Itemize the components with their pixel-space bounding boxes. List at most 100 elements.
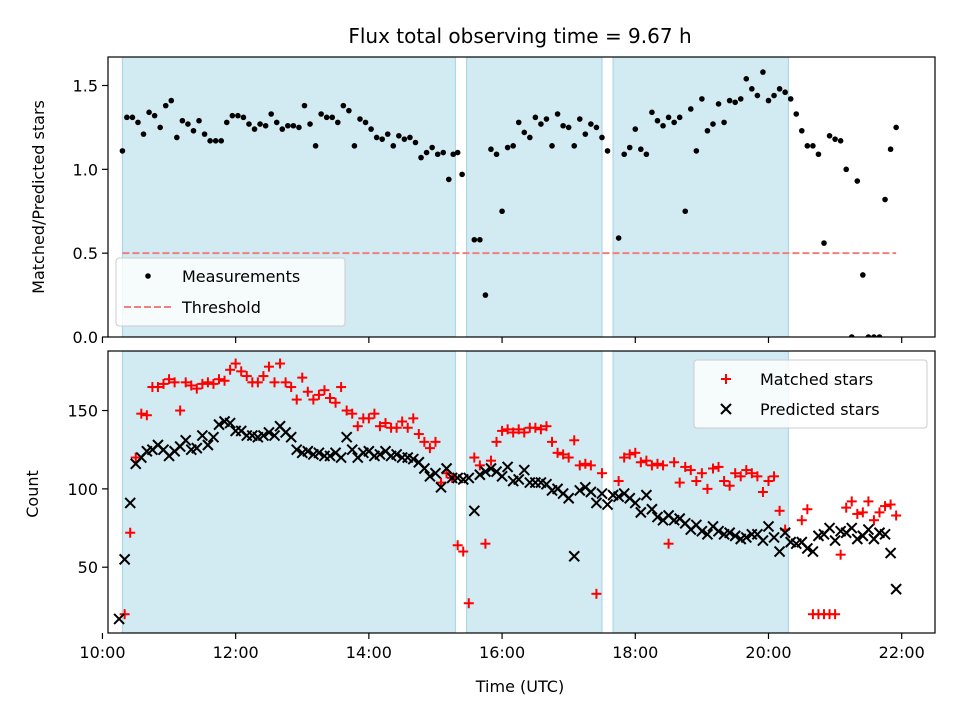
measurements-point — [418, 154, 424, 161]
matched-stars-point — [141, 410, 152, 421]
measurements-point — [340, 102, 347, 109]
measurements-point — [527, 134, 533, 141]
measurements-point — [565, 124, 572, 131]
matched-stars-point — [713, 461, 724, 472]
x-axis-label: Time (UTC) — [475, 677, 564, 696]
matched-stars-point — [430, 436, 441, 447]
predicted-stars-point-b — [873, 527, 886, 539]
predicted-stars-point-b — [274, 420, 286, 432]
measurements-point — [251, 126, 258, 132]
ratio-observing-interval-2 — [612, 57, 790, 337]
measurements-point — [843, 166, 849, 173]
ratio-axes-frame — [107, 56, 936, 338]
measurements-point — [643, 151, 650, 158]
predicted-stars-point-b — [374, 448, 386, 461]
measurements-point — [207, 138, 213, 144]
matched-stars-point — [752, 471, 763, 482]
x-tick-label: 12:00 — [213, 643, 259, 662]
predicted-stars-point-b — [329, 447, 342, 459]
measurements-point — [865, 334, 872, 337]
matched-stars-point — [585, 460, 596, 471]
matched-stars-point — [330, 397, 341, 408]
matched-stars-point — [269, 377, 280, 388]
measurements-point — [515, 119, 522, 126]
measurements-point — [682, 208, 689, 215]
matched-stars-point — [658, 460, 669, 471]
measurements-point — [848, 334, 855, 337]
measurements-point — [815, 151, 822, 158]
predicted-stars-point-b — [440, 462, 453, 475]
measurements-point — [196, 117, 202, 124]
matched-stars-point — [591, 588, 602, 599]
x-tick-label: 14:00 — [346, 643, 392, 662]
matched-stars-point — [724, 480, 735, 491]
measurements-point — [240, 114, 247, 121]
predicted-stars-point — [479, 465, 492, 478]
ratio-plot-area — [119, 57, 899, 337]
measurements-point — [638, 146, 644, 153]
predicted-stars-point-b — [490, 465, 503, 478]
predicted-stars-point-b — [407, 453, 419, 465]
measurements-point — [538, 121, 544, 127]
predicted-stars-point-b — [707, 520, 719, 533]
matched-stars-point — [669, 457, 680, 468]
measurements-point — [151, 112, 158, 119]
predicted-stars-point — [268, 429, 281, 442]
matched-stars-point — [735, 471, 746, 482]
measurements-point — [876, 334, 883, 337]
measurements-point — [334, 119, 341, 126]
matched-stars-point — [485, 455, 496, 466]
predicted-stars-point — [302, 445, 314, 457]
matched-stars-point — [469, 452, 480, 463]
measurements-point — [268, 111, 274, 117]
matched-stars-point — [136, 408, 147, 419]
matched-stars-point — [419, 436, 430, 447]
measurements-point — [384, 131, 391, 137]
matched-stars-point — [757, 487, 768, 497]
matched-stars-point — [635, 457, 646, 468]
measurements-point — [190, 127, 197, 134]
predicted-stars-point — [113, 613, 125, 625]
predicted-stars-point — [846, 522, 858, 534]
predicted-stars-point — [501, 461, 514, 473]
predicted-stars-point-b — [418, 462, 431, 475]
predicted-stars-point-b — [324, 450, 336, 462]
matched-stars-point — [680, 461, 691, 472]
matched-legend-marker — [721, 374, 731, 384]
predicted-stars-point-b — [235, 425, 247, 437]
predicted-stars-point — [518, 464, 530, 476]
measurements-point — [793, 111, 800, 117]
predicted-stars-point-b — [823, 522, 836, 534]
predicted-stars-point-b — [313, 447, 325, 459]
matched-stars-point — [857, 507, 868, 518]
measurements-point — [450, 151, 457, 158]
measurements-point — [632, 126, 639, 132]
matched-stars-point — [691, 476, 702, 487]
matched-stars-point — [402, 422, 413, 433]
predicted-stars-point — [179, 434, 192, 447]
predicted-stars-point-b — [479, 465, 492, 478]
measurements-point — [826, 133, 833, 139]
predicted-stars-point-b — [851, 533, 864, 545]
matched-stars-point — [175, 405, 186, 416]
predicted-stars-point-b — [723, 527, 736, 539]
measurements-point — [307, 121, 313, 127]
predicted-stars-point-b — [884, 547, 897, 559]
measurements-point — [351, 143, 358, 149]
measurements-point — [743, 75, 750, 82]
predicted-stars-point-b — [796, 536, 808, 548]
predicted-stars-point-b — [696, 525, 708, 537]
measurements-point — [871, 334, 877, 337]
measurements-point — [599, 134, 605, 141]
measurements-point — [119, 148, 126, 154]
measurements-point — [660, 122, 666, 129]
matched-stars-point — [547, 436, 558, 447]
predicted-stars-point-b — [152, 439, 164, 451]
matched-stars-point — [130, 452, 141, 463]
count-y-tick-label: 150 — [67, 402, 98, 421]
predicted-stars-point-b — [629, 497, 641, 509]
ratio-observing-interval-1 — [465, 57, 603, 337]
matched-stars-point — [519, 427, 530, 438]
matched-stars-point — [863, 496, 874, 507]
